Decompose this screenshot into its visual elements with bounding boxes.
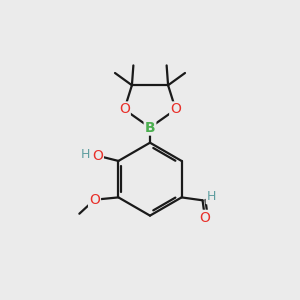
Text: H: H <box>207 190 216 203</box>
Text: H: H <box>80 148 90 161</box>
Text: O: O <box>92 149 103 163</box>
Text: O: O <box>200 211 210 225</box>
Text: O: O <box>170 103 181 116</box>
Text: O: O <box>119 103 130 116</box>
Text: B: B <box>145 121 155 134</box>
Text: O: O <box>89 193 100 207</box>
